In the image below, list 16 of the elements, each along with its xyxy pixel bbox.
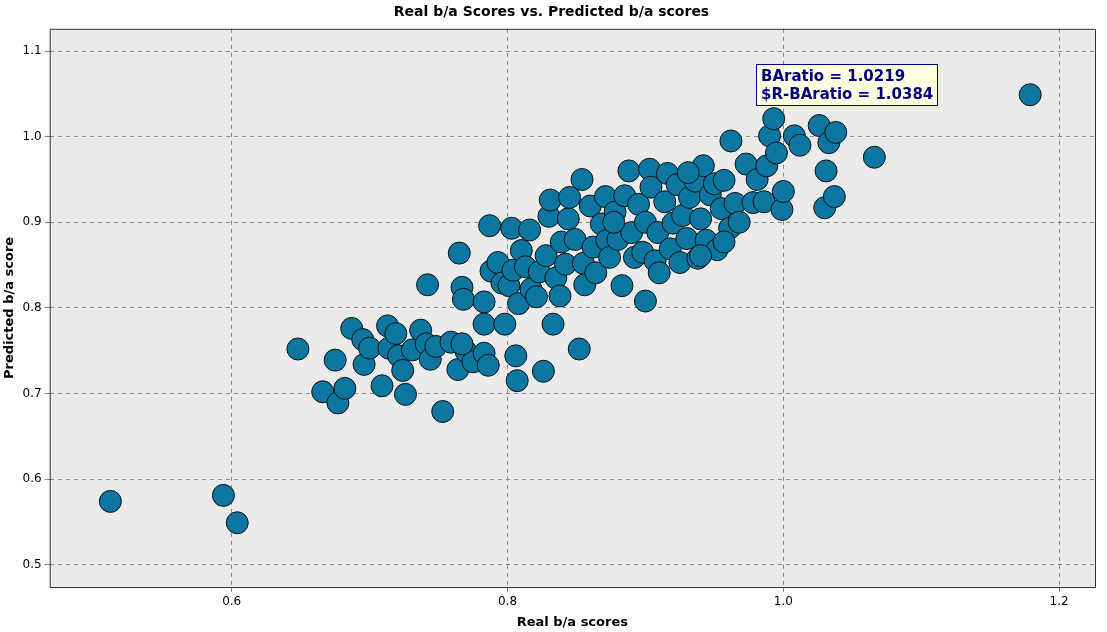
y-tick-label: 0.5: [22, 556, 42, 571]
annotation: $R-BAratio = 1.0384: [761, 85, 934, 103]
x-tick-label: 0.8: [497, 594, 518, 609]
y-tick-label: 0.8: [22, 300, 42, 315]
chart-title: Real b/a Scores vs. Predicted b/a scores: [393, 3, 710, 20]
x-tick-label: 1.2: [1049, 594, 1069, 609]
x-tick-label: 0.6: [222, 594, 242, 609]
y-tick-label: 1.0: [22, 128, 42, 143]
y-tick-label: 0.6: [22, 471, 42, 486]
y-tick-label: 0.9: [22, 214, 42, 229]
x-axis-title: Real b/a scores: [516, 613, 629, 629]
x-tick-label: 1.0: [773, 594, 793, 609]
y-tick-label: 0.7: [22, 385, 42, 400]
y-axis-title: Predicted b/a score: [1, 236, 17, 379]
y-tick-label: 1.1: [22, 43, 42, 58]
annotation: BAratio = 1.0219: [761, 67, 907, 85]
